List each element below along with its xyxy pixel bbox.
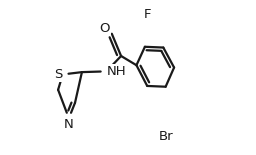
Text: Br: Br xyxy=(159,131,174,144)
Text: S: S xyxy=(54,68,63,81)
Text: F: F xyxy=(144,8,152,21)
Text: NH: NH xyxy=(106,65,126,78)
Text: O: O xyxy=(99,22,110,35)
Text: N: N xyxy=(64,118,74,131)
